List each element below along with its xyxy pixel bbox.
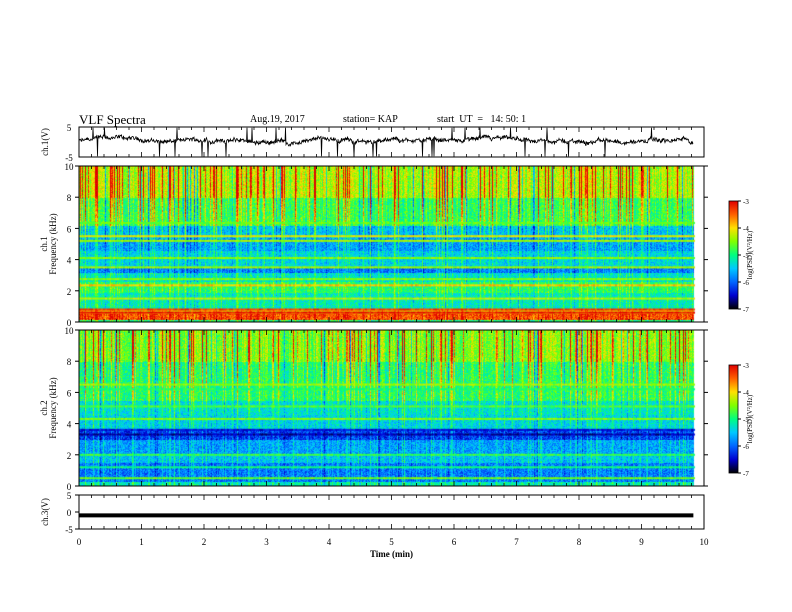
x-tick-label: 5	[389, 537, 394, 547]
x-tick-label: 1	[139, 537, 144, 547]
ch3-ytick-label: -5	[65, 525, 73, 535]
x-tick-label: 9	[639, 537, 644, 547]
ch2-spectrogram-ytick-label: 10	[65, 326, 75, 336]
ch2-spectrogram-image	[79, 330, 704, 486]
ch2-spectrogram-colorbar-tick-label: -5	[743, 416, 749, 424]
x-tick-label: 3	[264, 537, 269, 547]
ch1-spectrogram-colorbar-label: log(PSD)(V²/Hz)	[746, 230, 754, 279]
ch1-spectrogram-colorbar	[728, 200, 739, 310]
ch2-spectrogram-ytick-label: 2	[67, 451, 72, 461]
ch1-spectrogram-colorbar-tick-label: -4	[743, 225, 749, 233]
x-tick-label: 4	[327, 537, 332, 547]
ch2-spectrogram-ytick-label: 0	[67, 482, 72, 492]
ch1-spectrogram-colorbar-tick-label: -7	[743, 306, 749, 314]
ch3-ytick-label: 5	[67, 491, 72, 501]
x-tick-label: 8	[577, 537, 582, 547]
ch1-spectrogram-ytick-label: 4	[67, 256, 72, 266]
ch3-waveform-frame	[78, 494, 705, 530]
x-tick-label: 7	[514, 537, 519, 547]
ch1-spectrogram-ytick-label: 8	[67, 193, 72, 203]
x-tick-label: 6	[452, 537, 457, 547]
ch1-ytick-label: -5	[65, 153, 73, 163]
ch1-spectrogram-image	[79, 166, 704, 322]
ch2-spectrogram-colorbar-tick-label: -3	[743, 362, 749, 370]
observation-date: Aug.19, 2017	[250, 114, 305, 125]
ch1-spectrogram-ytick-label: 6	[67, 224, 72, 234]
x-tick-label: 10	[700, 537, 710, 547]
station-label: station= KAP	[343, 114, 398, 125]
ch1-ytick-label: 5	[67, 123, 72, 133]
ch2-spectrogram-ytick-label: 8	[67, 357, 72, 367]
ch1-spectrogram-ylabel-channel: ch.1	[39, 236, 49, 251]
ch1-spectrogram-ylabel-frequency: Frequency (kHz)	[48, 213, 58, 274]
x-tick-label: 0	[77, 537, 82, 547]
x-tick-label: 2	[202, 537, 207, 547]
figure-title: VLF Spectra	[79, 112, 146, 127]
x-axis-label: Time (min)	[370, 549, 413, 559]
ch1-spectrogram-ytick-label: 2	[67, 287, 72, 297]
ch1-ylabel: ch.1(V)	[40, 128, 50, 156]
ch1-spectrogram-colorbar-tick-label: -3	[743, 198, 749, 206]
ch2-spectrogram-colorbar-tick-label: -4	[743, 389, 749, 397]
ch1-spectrogram-colorbar-tick-label: -5	[743, 252, 749, 260]
start-time-label: start UT = 14: 50: 1	[437, 114, 527, 125]
ch2-spectrogram-colorbar-tick-label: -7	[743, 470, 749, 478]
ch2-spectrogram-colorbar-label: log(PSD)(V²/Hz)	[746, 394, 754, 443]
ch1-spectrogram-ytick-label: 0	[67, 318, 72, 328]
ch2-spectrogram-ylabel-frequency: Frequency (kHz)	[48, 377, 58, 438]
ch3-ytick-label: 0	[67, 508, 72, 518]
ch1-spectrogram-colorbar-tick-label: -6	[743, 279, 749, 287]
ch1-waveform-trace	[78, 127, 694, 157]
ch2-spectrogram-colorbar	[728, 364, 739, 474]
ch2-spectrogram-ytick-label: 4	[67, 420, 72, 430]
ch2-spectrogram-colorbar-tick-label: -6	[743, 443, 749, 451]
ch2-spectrogram-ytick-label: 6	[67, 388, 72, 398]
ch3-ylabel: ch.3(V)	[40, 498, 50, 526]
ch2-spectrogram-ylabel-channel: ch.2	[39, 400, 49, 415]
ch1-spectrogram-ytick-label: 10	[65, 162, 75, 172]
